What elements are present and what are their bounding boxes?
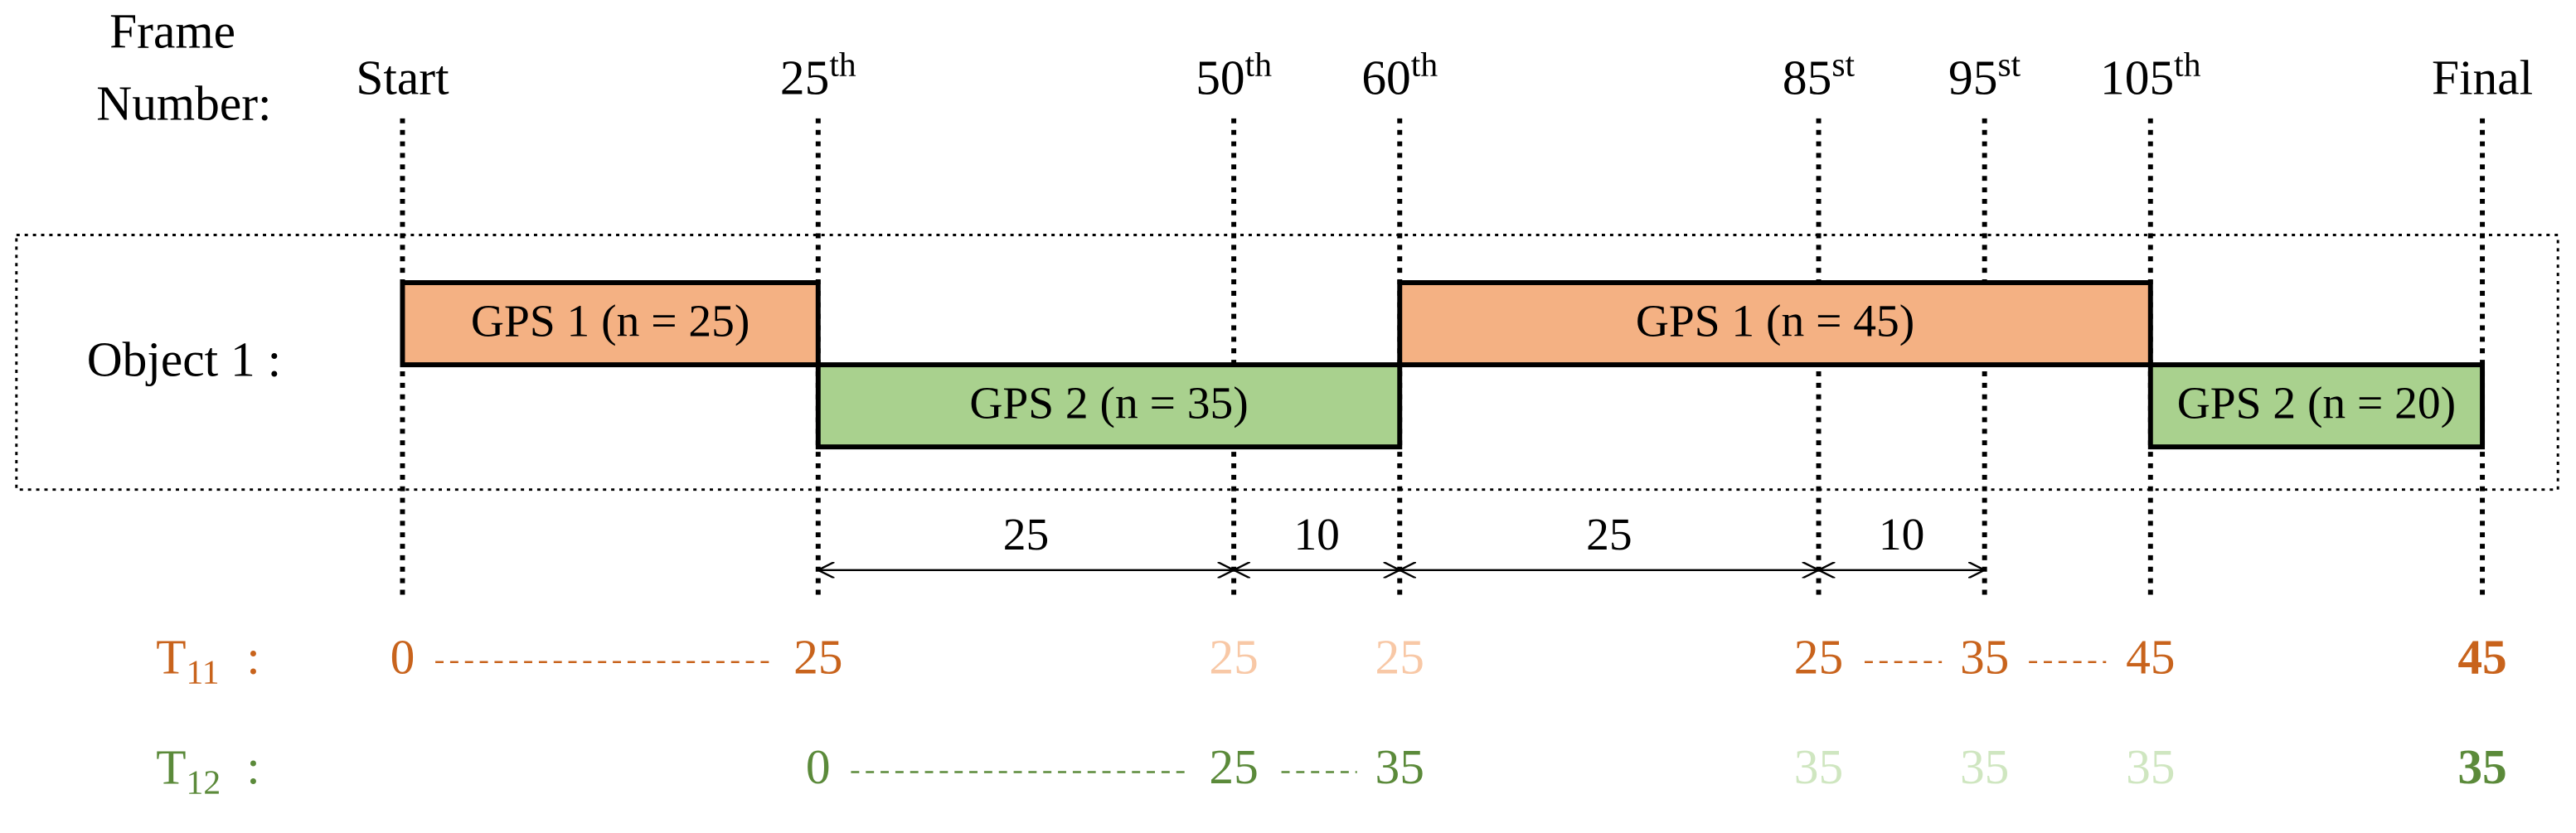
frame-suffix: th xyxy=(829,46,856,84)
row-value: 25 xyxy=(793,629,842,684)
segment-bar xyxy=(2147,362,2486,450)
segment-label: GPS 2 (n = 35) xyxy=(969,378,1248,429)
row-value: 45 xyxy=(2126,629,2175,684)
row-value: 45 xyxy=(2457,629,2506,684)
row-separator: : xyxy=(246,629,260,684)
row-value: 0 xyxy=(806,739,831,794)
row-value: 0 xyxy=(391,629,415,684)
row-value: 25 xyxy=(1794,629,1843,684)
row-separator: : xyxy=(246,739,260,794)
object-label: Object 1 : xyxy=(87,332,281,387)
frame-number: 60 xyxy=(1361,50,1410,104)
frame-suffix: st xyxy=(1831,46,1855,84)
frame-number: Final xyxy=(2432,50,2533,104)
frame-number: 25 xyxy=(780,50,829,104)
frame-label: 105th xyxy=(2100,46,2201,104)
frame-number: 105 xyxy=(2100,50,2174,104)
segment-bar xyxy=(1397,280,2153,368)
row-value: 35 xyxy=(1375,739,1424,794)
row-value: 35 xyxy=(1960,739,2009,794)
row-value: 35 xyxy=(2457,739,2506,794)
segment-label: GPS 1 (n = 45) xyxy=(1636,296,1914,346)
frame-number: Start xyxy=(356,50,449,104)
interval-label: 25 xyxy=(1586,510,1632,560)
segment-label: GPS 1 (n = 25) xyxy=(471,296,750,346)
frame-number: 50 xyxy=(1196,50,1244,104)
frame-label: 60th xyxy=(1361,46,1438,104)
row-value: 35 xyxy=(1960,629,2009,684)
frame-suffix: th xyxy=(2174,46,2201,84)
row-value: 25 xyxy=(1209,739,1258,794)
frame-suffix: th xyxy=(1411,46,1438,84)
row-subscript: 11 xyxy=(187,653,220,691)
frame-suffix: th xyxy=(1245,46,1273,84)
frame-number: 85 xyxy=(1783,50,1831,104)
frame-number: 95 xyxy=(1948,50,1997,104)
row-label: T12 xyxy=(156,739,221,802)
frame-suffix: st xyxy=(1997,46,2021,84)
segment-bar xyxy=(815,362,1403,450)
object-box xyxy=(15,234,2559,492)
frame-label: Final xyxy=(2432,50,2533,104)
interval-label: 10 xyxy=(1293,510,1339,560)
segment-label: GPS 2 (n = 20) xyxy=(2177,378,2456,429)
row-subscript: 12 xyxy=(187,763,221,802)
row-value: 25 xyxy=(1375,629,1424,684)
frame-label: 25th xyxy=(780,46,856,104)
row-name: T xyxy=(156,739,186,794)
frame-label: 85st xyxy=(1783,46,1856,104)
frame-label: 95st xyxy=(1948,46,2021,104)
frame-label: Frame xyxy=(109,3,235,58)
segment-bar xyxy=(400,280,821,368)
interval-label: 25 xyxy=(1003,510,1049,560)
frame-label: Number: xyxy=(96,76,271,131)
frame-label: Start xyxy=(356,50,449,104)
row-label: T11 xyxy=(156,629,219,691)
row-value: 25 xyxy=(1209,629,1258,684)
frame-label: 50th xyxy=(1196,46,1272,104)
row-value: 35 xyxy=(1794,739,1843,794)
row-value: 35 xyxy=(2126,739,2175,794)
interval-label: 10 xyxy=(1879,510,1924,560)
row-name: T xyxy=(156,629,186,684)
